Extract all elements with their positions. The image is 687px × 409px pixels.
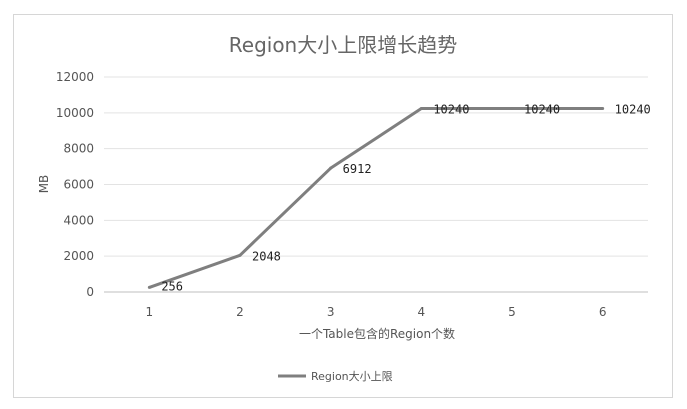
data-label: 10240: [615, 103, 651, 117]
y-axis-label: MB: [37, 175, 51, 194]
x-tick-label: 1: [146, 305, 154, 319]
data-label: 10240: [524, 103, 560, 117]
legend: Region大小上限: [278, 369, 393, 383]
data-point: [510, 107, 514, 111]
chart-title: Region大小上限增长趋势: [229, 33, 457, 57]
x-tick-label: 3: [327, 305, 335, 319]
data-label: 256: [161, 279, 183, 293]
data-label: 6912: [343, 162, 372, 176]
legend-label: Region大小上限: [311, 369, 393, 383]
y-tick-label: 2000: [63, 249, 94, 263]
y-tick-label: 4000: [63, 213, 94, 227]
data-label: 2048: [252, 249, 281, 263]
x-axis-ticks: 1 2 3 4 5 6: [146, 305, 607, 319]
data-point: [329, 166, 333, 170]
y-tick-label: 10000: [56, 106, 94, 120]
x-tick-label: 2: [236, 305, 244, 319]
y-axis-ticks: 0 2000 4000 6000 8000 10000 12000: [56, 70, 94, 299]
data-point: [419, 107, 423, 111]
data-point: [238, 253, 242, 257]
x-axis-label: 一个Table包含的Region个数: [299, 326, 455, 341]
y-tick-label: 0: [86, 285, 94, 299]
y-tick-label: 8000: [63, 142, 94, 156]
data-label: 10240: [433, 103, 469, 117]
data-point: [147, 285, 151, 289]
x-tick-label: 5: [508, 305, 516, 319]
series-layer: 256 2048 6912 10240 10240 10240: [147, 103, 651, 293]
y-tick-label: 12000: [56, 70, 94, 84]
data-point: [601, 107, 605, 111]
x-tick-label: 6: [599, 305, 607, 319]
chart-frame: [13, 14, 673, 398]
y-tick-label: 6000: [63, 178, 94, 192]
gridlines: [104, 76, 648, 293]
series-line: [148, 107, 603, 289]
x-tick-label: 4: [418, 305, 426, 319]
